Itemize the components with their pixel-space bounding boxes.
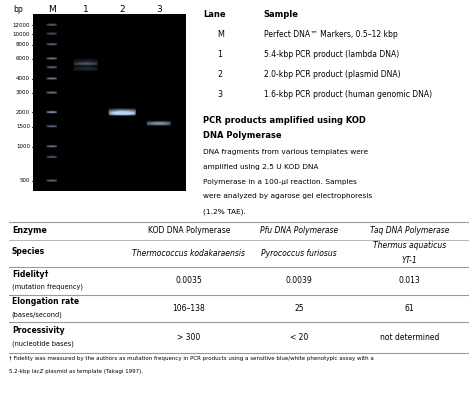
Text: were analyzed by agarose gel electrophoresis: were analyzed by agarose gel electrophor… xyxy=(203,193,373,199)
Text: 3: 3 xyxy=(217,90,222,98)
Text: 8000: 8000 xyxy=(16,42,30,47)
Text: 2: 2 xyxy=(120,6,125,14)
Text: Pyrococcus furiosus: Pyrococcus furiosus xyxy=(261,249,337,258)
Text: 106–138: 106–138 xyxy=(173,304,205,313)
Text: KOD DNA Polymerase: KOD DNA Polymerase xyxy=(147,226,230,235)
Text: Elongation rate: Elongation rate xyxy=(12,297,79,306)
Text: 1.6-kbp PCR product (human genomic DNA): 1.6-kbp PCR product (human genomic DNA) xyxy=(264,90,432,98)
Text: Polymerase in a 100-μl reaction. Samples: Polymerase in a 100-μl reaction. Samples xyxy=(203,179,357,185)
Text: 6000: 6000 xyxy=(16,56,30,61)
Text: (nucleotide bases): (nucleotide bases) xyxy=(12,340,73,347)
Text: Pfu DNA Polymerase: Pfu DNA Polymerase xyxy=(260,226,338,235)
Text: > 300: > 300 xyxy=(177,333,201,342)
Text: 2: 2 xyxy=(217,69,222,79)
Text: < 20: < 20 xyxy=(290,333,308,342)
Text: 5.4-kbp PCR product (lambda DNA): 5.4-kbp PCR product (lambda DNA) xyxy=(264,50,399,59)
Text: (mutation frequency): (mutation frequency) xyxy=(12,284,83,290)
Text: 1: 1 xyxy=(83,6,89,14)
Text: Sample: Sample xyxy=(264,10,299,19)
Text: 25: 25 xyxy=(294,304,304,313)
Text: 3: 3 xyxy=(156,6,162,14)
Text: not determined: not determined xyxy=(380,333,439,342)
Text: † Fidelity was measured by the authors as mutation frequency in PCR products usi: † Fidelity was measured by the authors a… xyxy=(9,356,374,361)
Text: 1500: 1500 xyxy=(16,124,30,129)
Text: 500: 500 xyxy=(19,178,30,183)
Text: 2.0-kbp PCR product (plasmid DNA): 2.0-kbp PCR product (plasmid DNA) xyxy=(264,69,401,79)
Text: Taq DNA Polymerase: Taq DNA Polymerase xyxy=(370,226,449,235)
Text: DNA fragments from various templates were: DNA fragments from various templates wer… xyxy=(203,149,369,155)
Text: M: M xyxy=(48,6,56,14)
Text: Species: Species xyxy=(12,247,45,256)
Text: Thermococcus kodakaraensis: Thermococcus kodakaraensis xyxy=(132,249,245,258)
Text: Thermus aquaticus: Thermus aquaticus xyxy=(373,241,446,250)
Text: amplified using 2.5 U KOD DNA: amplified using 2.5 U KOD DNA xyxy=(203,164,319,170)
Text: 2000: 2000 xyxy=(16,110,30,115)
Text: Lane: Lane xyxy=(203,10,226,19)
Text: Fidelity†: Fidelity† xyxy=(12,270,48,279)
Text: (bases/second): (bases/second) xyxy=(12,311,63,318)
Text: 12000: 12000 xyxy=(12,23,30,28)
Text: 1000: 1000 xyxy=(16,144,30,149)
Text: DNA Polymerase: DNA Polymerase xyxy=(203,131,282,140)
Text: 0.0039: 0.0039 xyxy=(286,276,312,285)
Text: PCR products amplified using KOD: PCR products amplified using KOD xyxy=(203,116,366,125)
Text: 4000: 4000 xyxy=(16,76,30,81)
Text: 0.013: 0.013 xyxy=(399,276,420,285)
Text: (1.2% TAE).: (1.2% TAE). xyxy=(203,208,246,215)
Text: 1: 1 xyxy=(217,50,222,59)
Text: 61: 61 xyxy=(405,304,414,313)
Text: M: M xyxy=(217,30,224,39)
Text: 0.0035: 0.0035 xyxy=(175,276,202,285)
Text: 5.2-kbp lacZ plasmid as template (Takagi 1997).: 5.2-kbp lacZ plasmid as template (Takagi… xyxy=(9,369,144,374)
Text: bp: bp xyxy=(13,6,23,14)
Text: 3000: 3000 xyxy=(16,91,30,95)
Text: Perfect DNA™ Markers, 0.5–12 kbp: Perfect DNA™ Markers, 0.5–12 kbp xyxy=(264,30,398,39)
Text: 10000: 10000 xyxy=(12,31,30,37)
Text: YT-1: YT-1 xyxy=(401,256,418,265)
Text: Enzyme: Enzyme xyxy=(12,226,46,235)
Text: Processivity: Processivity xyxy=(12,326,64,335)
